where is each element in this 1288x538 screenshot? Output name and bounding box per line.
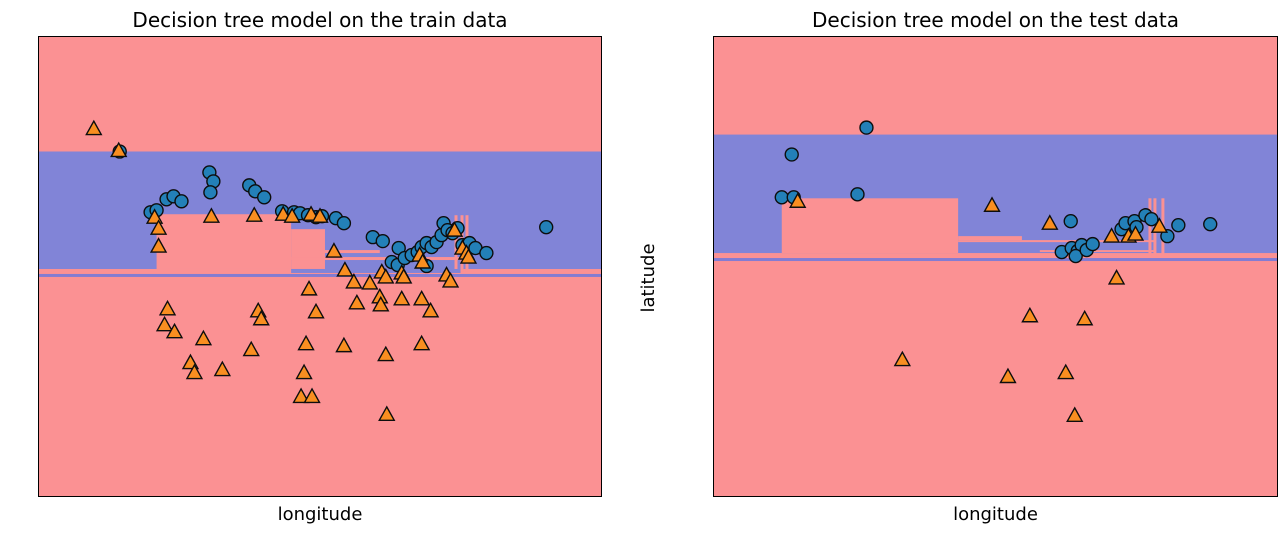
triangle-marker [297,334,315,351]
triangle-marker [459,248,478,264]
triangle-marker [348,293,366,310]
test-x-axis-label: longitude [953,504,1038,525]
triangle-marker [283,207,301,223]
circle-marker [203,185,218,200]
triangle-marker [110,141,128,158]
decision-region-class0-thin-hline-1 [318,250,380,254]
triangle-marker [245,206,263,222]
triangle-marker [158,299,177,316]
circle-marker [850,187,865,202]
decision-region-class0-thin-hline-3 [1039,250,1155,253]
triangle-marker [377,268,395,284]
triangle-marker [85,119,103,136]
triangle-marker [413,253,432,269]
decision-region-class1-lower-strip [291,268,461,273]
triangle-marker [1150,217,1169,233]
decision-region-class0-base [714,37,1277,496]
triangle-marker [1066,406,1084,423]
triangle-marker [292,387,310,404]
circle-marker [1203,217,1218,232]
triangle-marker [335,336,353,353]
triangle-marker [1021,306,1039,323]
triangle-marker [336,261,354,277]
train-plot-area [38,36,602,497]
triangle-marker [412,334,431,351]
triangle-marker [311,207,329,223]
triangle-marker [295,363,313,380]
circle-marker [257,190,272,205]
triangle-marker [412,289,431,306]
triangle-marker [149,219,168,235]
circle-marker [539,220,554,235]
triangle-marker [1057,363,1075,380]
circle-marker [1085,236,1100,252]
circle-marker [1171,218,1186,233]
triangle-marker [893,350,911,367]
train-x-axis-label: longitude [277,504,363,525]
circle-marker [774,190,789,205]
test-plot-title: Decision tree model on the test data [812,8,1179,32]
triangle-marker [185,363,204,380]
circle-marker [174,194,189,209]
triangle-marker [395,268,413,284]
circle-marker [1160,228,1175,244]
decision-region-class0-vstripe-1 [1148,198,1152,258]
test-plot-area-canvas [714,37,1277,496]
decision-region-class0-pocket-step [291,229,325,269]
triangle-marker [325,242,343,258]
circle-marker [375,233,390,249]
triangle-marker [1126,225,1145,241]
decision-region-class0-thin-hline-2 [958,240,1155,243]
triangle-marker [194,329,213,346]
triangle-marker [303,387,321,404]
test-y-axis-label: latitude [637,243,757,312]
triangle-marker [445,221,464,237]
test-plot-area [713,36,1278,497]
decision-region-class0-pocket [781,198,959,254]
test-y-axis-label-text: latitude [638,243,659,313]
triangle-marker [307,302,325,319]
triangle-marker [1076,309,1094,326]
circle-marker [336,216,352,231]
triangle-marker [345,273,363,289]
triangle-marker [252,309,270,326]
triangle-marker [155,315,174,332]
circle-marker [1063,214,1078,229]
circle-marker [479,245,494,261]
triangle-marker [1102,227,1121,243]
triangle-marker [361,274,379,290]
triangle-marker [372,295,390,312]
decision-region-class1-thin-line [714,258,1277,262]
decision-region-class0-thin-hline-2 [291,257,470,261]
train-plot-title: Decision tree model on the train data [132,8,508,32]
triangle-marker [999,367,1017,384]
triangle-marker [378,405,396,422]
triangle-marker [149,237,168,253]
circle-marker [1068,248,1083,264]
train-plot-area-canvas [39,37,601,496]
train-y-axis-label: latitude [0,266,82,290]
triangle-marker [1041,214,1059,230]
triangle-marker [393,289,411,306]
triangle-marker [377,345,395,362]
triangle-marker [202,207,221,223]
triangle-marker [242,340,260,357]
circle-marker [784,147,799,162]
triangle-marker [789,192,807,208]
circle-marker [859,120,874,135]
decision-region-class0-thin-hband [958,236,1022,241]
triangle-marker [983,196,1001,212]
triangle-marker [441,272,460,288]
decision-region-class1-thin-line [39,273,601,277]
triangle-marker [421,301,440,318]
triangle-marker [1107,269,1126,285]
triangle-marker [300,279,318,296]
triangle-marker [165,322,184,339]
triangle-marker [213,360,232,377]
decision-region-class0-pocket-left [156,214,292,269]
circle-marker [1144,212,1159,227]
